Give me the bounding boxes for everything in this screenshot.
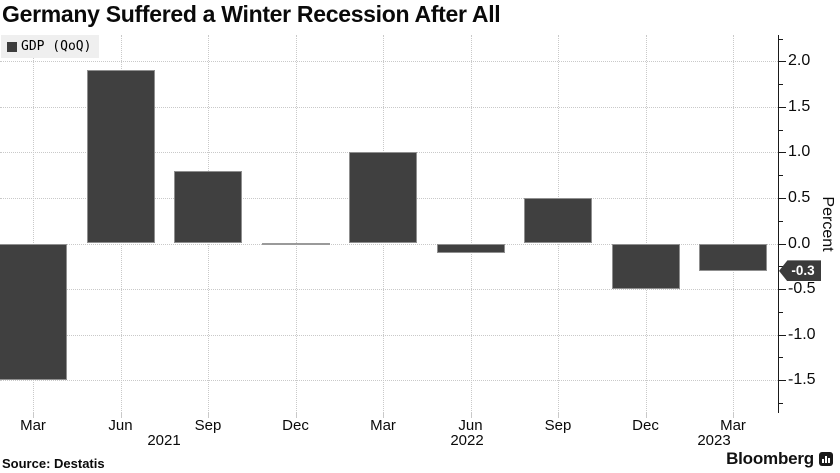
x-tick-label: Dec	[632, 417, 659, 434]
x-axis-tick	[208, 413, 209, 418]
y-axis-title: Percent	[819, 196, 836, 252]
plot-area	[0, 35, 778, 413]
v-gridline	[33, 35, 34, 413]
y-axis: 2.0 1.5 1.0 0.5 0.0 -0.5 -1.0 -1.5	[778, 35, 840, 417]
y-minor-tick	[779, 84, 783, 86]
bar-jun-2021[interactable]	[86, 70, 155, 244]
brand-lockup: Bloomberg	[726, 449, 833, 469]
y-tick-label: 0.0	[788, 234, 811, 252]
y-minor-tick	[779, 220, 783, 222]
y-tick-label: -0.5	[788, 280, 816, 298]
brand-wordmark: Bloomberg	[726, 449, 814, 468]
y-minor-tick	[779, 266, 783, 268]
x-axis-tick	[383, 413, 384, 418]
y-tick-label: 1.5	[788, 97, 811, 115]
x-axis-tick	[558, 413, 559, 418]
v-gridline	[295, 35, 297, 413]
h-gridline	[0, 243, 778, 245]
legend[interactable]: GDP (QoQ)	[1, 35, 100, 58]
y-minor-tick	[779, 175, 783, 177]
y-major-tick	[779, 106, 786, 108]
h-gridline	[0, 61, 778, 63]
y-minor-tick	[779, 402, 783, 404]
y-minor-tick	[779, 311, 783, 313]
x-tick-label: Jun	[458, 417, 483, 434]
x-tick-label: Dec	[282, 417, 309, 434]
y-tick-label: 2.0	[788, 52, 811, 70]
bar-mar-2021[interactable]	[0, 243, 67, 381]
x-tick-label: Mar	[720, 417, 746, 434]
y-major-tick	[779, 380, 786, 382]
v-gridline	[733, 35, 734, 413]
y-major-tick	[779, 197, 786, 199]
x-year-label: 2022	[450, 432, 484, 449]
bar-mar-2022[interactable]	[349, 152, 417, 244]
x-axis-tick	[295, 413, 297, 418]
h-gridline	[0, 289, 778, 291]
bloomberg-logo-icon	[819, 452, 833, 466]
y-tick-label: -1.0	[788, 325, 816, 343]
x-tick-label: Sep	[194, 417, 222, 434]
x-year-label: 2023	[697, 432, 731, 449]
h-gridline	[0, 106, 778, 108]
x-tick-label: Sep	[544, 417, 572, 434]
x-axis-tick	[120, 413, 122, 418]
legend-swatch-square-icon	[7, 41, 17, 52]
y-axis-line	[778, 35, 779, 413]
source-note: Source: Destatis	[2, 456, 105, 471]
y-major-tick	[779, 243, 786, 245]
legend-label: GDP (QoQ)	[21, 39, 92, 54]
x-axis-tick	[33, 413, 34, 418]
y-major-tick	[779, 289, 786, 291]
y-tick-label: -1.5	[788, 371, 816, 389]
bar-mar-2023[interactable]	[699, 243, 767, 271]
bar-sep-2022[interactable]	[524, 197, 592, 244]
x-year-label: 2021	[147, 432, 181, 449]
bar-sep-2021[interactable]	[174, 170, 242, 244]
y-major-tick	[779, 152, 786, 154]
bar-jun-2022[interactable]	[436, 243, 505, 253]
y-major-tick	[779, 61, 786, 63]
y-tick-label: 0.5	[788, 188, 811, 206]
x-axis-tick	[733, 413, 734, 418]
x-tick-label: Mar	[20, 417, 46, 434]
y-major-tick	[779, 334, 786, 336]
h-gridline	[0, 334, 778, 336]
bar-dec-2021[interactable]	[261, 242, 330, 245]
v-gridline	[645, 35, 647, 413]
bar-dec-2022[interactable]	[611, 243, 680, 290]
y-minor-tick	[779, 129, 783, 131]
x-tick-label: Mar	[370, 417, 396, 434]
h-gridline	[0, 380, 778, 382]
y-minor-tick	[779, 357, 783, 359]
y-tick-label: 1.0	[788, 143, 811, 161]
x-tick-label: Jun	[108, 417, 133, 434]
y-minor-tick	[779, 38, 783, 40]
chart-title: Germany Suffered a Winter Recession Afte…	[2, 1, 501, 27]
x-axis-tick	[645, 413, 647, 418]
last-value-tag: -0.3	[779, 260, 821, 282]
v-gridline	[470, 35, 472, 413]
x-axis-tick	[470, 413, 472, 418]
